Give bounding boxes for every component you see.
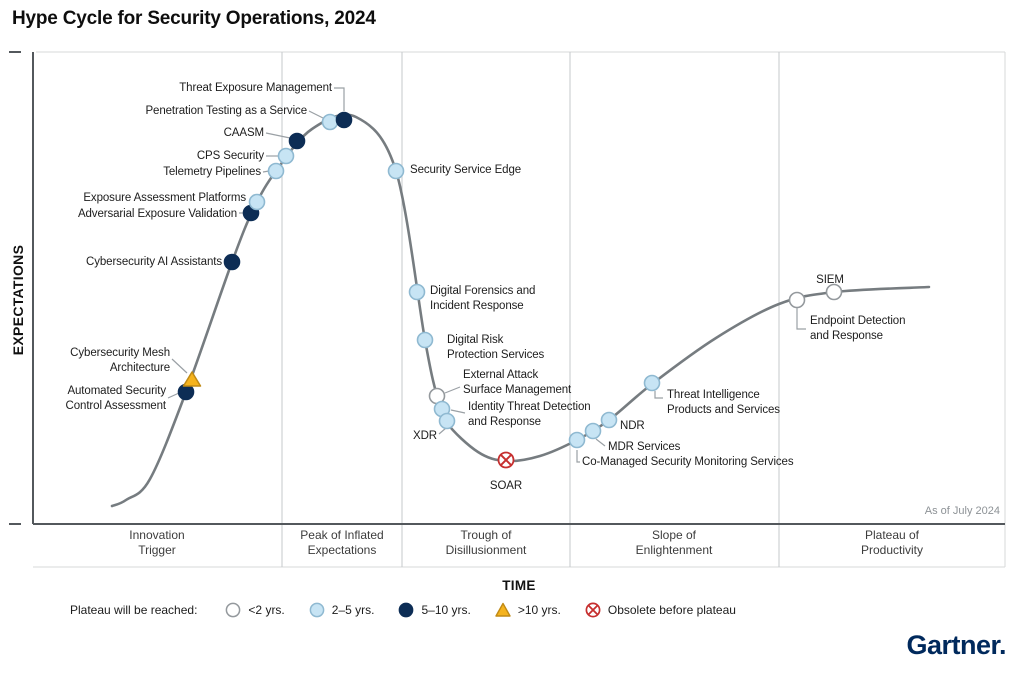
- label-telemetry-pipelines: Telemetry Pipelines: [163, 165, 261, 178]
- dot-co-managed-security-monitoring-services: [568, 431, 586, 449]
- leader-endpoint-detection-and-response: [796, 308, 806, 330]
- legend-label-obsolete-before-plateau: Obsolete before plateau: [607, 603, 736, 617]
- label-siem: SIEM: [816, 273, 844, 286]
- legend-2-yrs-icon: [226, 602, 241, 618]
- label-digital-risk-protection-services: Digital Risk Protection Services: [447, 334, 545, 361]
- leader-automated-security-control-assessment: [167, 392, 180, 399]
- legend-label-2-5-yrs: 2–5 yrs.: [331, 603, 375, 617]
- label-mdr-services: MDR Services: [608, 440, 681, 453]
- dot-ndr: [600, 411, 618, 429]
- phase-peak-of-inflated-expectations: Peak of Inflated Expectations: [300, 528, 384, 557]
- label-automated-security-control-assessment: Automated Security Control Assessment: [65, 385, 167, 412]
- leader-identity-threat-detection-and-response: [450, 409, 466, 414]
- dot-mdr-services: [584, 422, 602, 440]
- dot-exposure-assessment-platforms: [248, 193, 266, 211]
- dot-digital-risk-protection-services: [416, 331, 434, 349]
- dot-soar-x2: [500, 454, 512, 466]
- legend-label-5-10-yrs: 5–10 yrs.: [421, 603, 471, 617]
- dot-cybersecurity-mesh-architecture: [182, 371, 202, 387]
- legend-item-obsolete-before-plateau: Obsolete before plateau: [585, 602, 736, 618]
- label-xdr: XDR: [413, 429, 437, 442]
- legend-5-10-yrs-icon: [399, 602, 414, 618]
- label-digital-forensics-and-incident-response: Digital Forensics and Incident Response: [430, 285, 536, 312]
- legend-label-2-yrs: <2 yrs.: [248, 603, 285, 617]
- dot-xdr: [438, 412, 456, 430]
- dot-telemetry-pipelines: [267, 162, 285, 180]
- label-soar: SOAR: [489, 479, 523, 492]
- dot-penetration-testing-as-a-service: [321, 113, 339, 131]
- page-title: Hype Cycle for Security Operations, 2024: [12, 8, 376, 29]
- dot-cybersecurity-ai-assistants: [223, 253, 241, 271]
- legend-item-5-10-yrs: 5–10 yrs.: [398, 602, 471, 618]
- legend-item-2-5-yrs: 2–5 yrs.: [309, 602, 375, 618]
- label-penetration-testing-as-a-service: Penetration Testing as a Service: [145, 104, 307, 117]
- hype-curve: [110, 113, 931, 508]
- leader-mdr-services: [595, 438, 606, 447]
- leader-threat-intelligence-products-and-services: [654, 391, 663, 399]
- legend-obsolete-before-plateau-icon: [585, 602, 601, 618]
- label-adversarial-exposure-validation: Adversarial Exposure Validation: [77, 207, 237, 220]
- legend-10-yrs-icon: [495, 602, 511, 617]
- phase-slope-of-enlightenment: Slope of Enlightenment: [635, 528, 713, 557]
- label-external-attack-surface-management: External Attack Surface Management: [463, 369, 572, 396]
- label-caasm: CAASM: [223, 126, 265, 139]
- label-threat-exposure-management: Threat Exposure Management: [179, 81, 332, 94]
- label-exposure-assessment-platforms: Exposure Assessment Platforms: [83, 191, 246, 204]
- dot-cps-security: [277, 147, 295, 165]
- dot-siem: [825, 283, 843, 301]
- as-of-date: As of July 2024: [924, 505, 1000, 517]
- label-cps-security: CPS Security: [196, 149, 264, 162]
- label-ndr: NDR: [620, 419, 645, 432]
- legend-label-10-yrs: >10 yrs.: [517, 603, 561, 617]
- phase-plateau-of-productivity: Plateau of Productivity: [860, 528, 924, 557]
- label-threat-intelligence-products-and-services: Threat Intelligence Products and Service…: [667, 389, 780, 416]
- legend: Plateau will be reached: <2 yrs. 2–5 yrs.…: [70, 602, 760, 618]
- dot-threat-intelligence-products-and-services: [643, 374, 661, 392]
- phase-trough-of-disillusionment: Trough of Disillusionment: [445, 528, 527, 557]
- label-endpoint-detection-and-response: Endpoint Detection and Response: [810, 315, 906, 342]
- dot-caasm: [288, 132, 306, 150]
- legend-item-2-yrs: <2 yrs.: [225, 602, 285, 618]
- label-cybersecurity-ai-assistants: Cybersecurity AI Assistants: [86, 255, 222, 268]
- leader-penetration-testing-as-a-service: [308, 110, 324, 119]
- dot-endpoint-detection-and-response: [788, 291, 806, 309]
- legend-items: <2 yrs. 2–5 yrs. 5–10 yrs. >10 yrs. Obsolete…: [225, 602, 760, 618]
- legend-item-10-yrs: >10 yrs.: [495, 602, 561, 618]
- legend-2-5-yrs-icon: [309, 602, 325, 618]
- x-axis-label: TIME: [502, 578, 536, 593]
- leader-threat-exposure-management: [334, 87, 345, 111]
- label-identity-threat-detection-and-response: Identity Threat Detection and Response: [468, 401, 591, 428]
- gartner-logo: Gartner.: [906, 630, 1006, 660]
- leader-external-attack-surface-management: [444, 386, 461, 394]
- dot-digital-forensics-and-incident-response: [408, 283, 426, 301]
- label-security-service-edge: Security Service Edge: [410, 163, 522, 176]
- leader-cybersecurity-mesh-architecture: [171, 358, 188, 374]
- leader-co-managed-security-monitoring-services: [576, 450, 580, 463]
- legend-prefix: Plateau will be reached:: [70, 603, 198, 617]
- label-co-managed-security-monitoring-services: Co-Managed Security Monitoring Services: [582, 455, 794, 468]
- dot-security-service-edge: [387, 162, 405, 180]
- leader-caasm: [265, 132, 291, 139]
- dot-threat-exposure-management: [335, 111, 353, 129]
- label-cybersecurity-mesh-architecture: Cybersecurity Mesh Architecture: [70, 347, 170, 374]
- phase-innovation-trigger: Innovation Trigger: [129, 528, 185, 557]
